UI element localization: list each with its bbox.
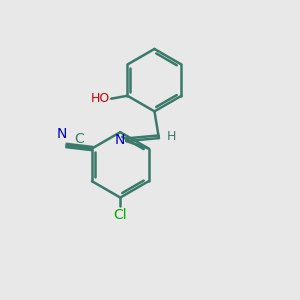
Text: N: N [56,127,67,141]
Text: C: C [75,132,84,146]
Text: N: N [114,133,125,147]
Text: H: H [167,130,177,143]
Text: Cl: Cl [113,208,127,222]
Text: HO: HO [90,92,110,105]
